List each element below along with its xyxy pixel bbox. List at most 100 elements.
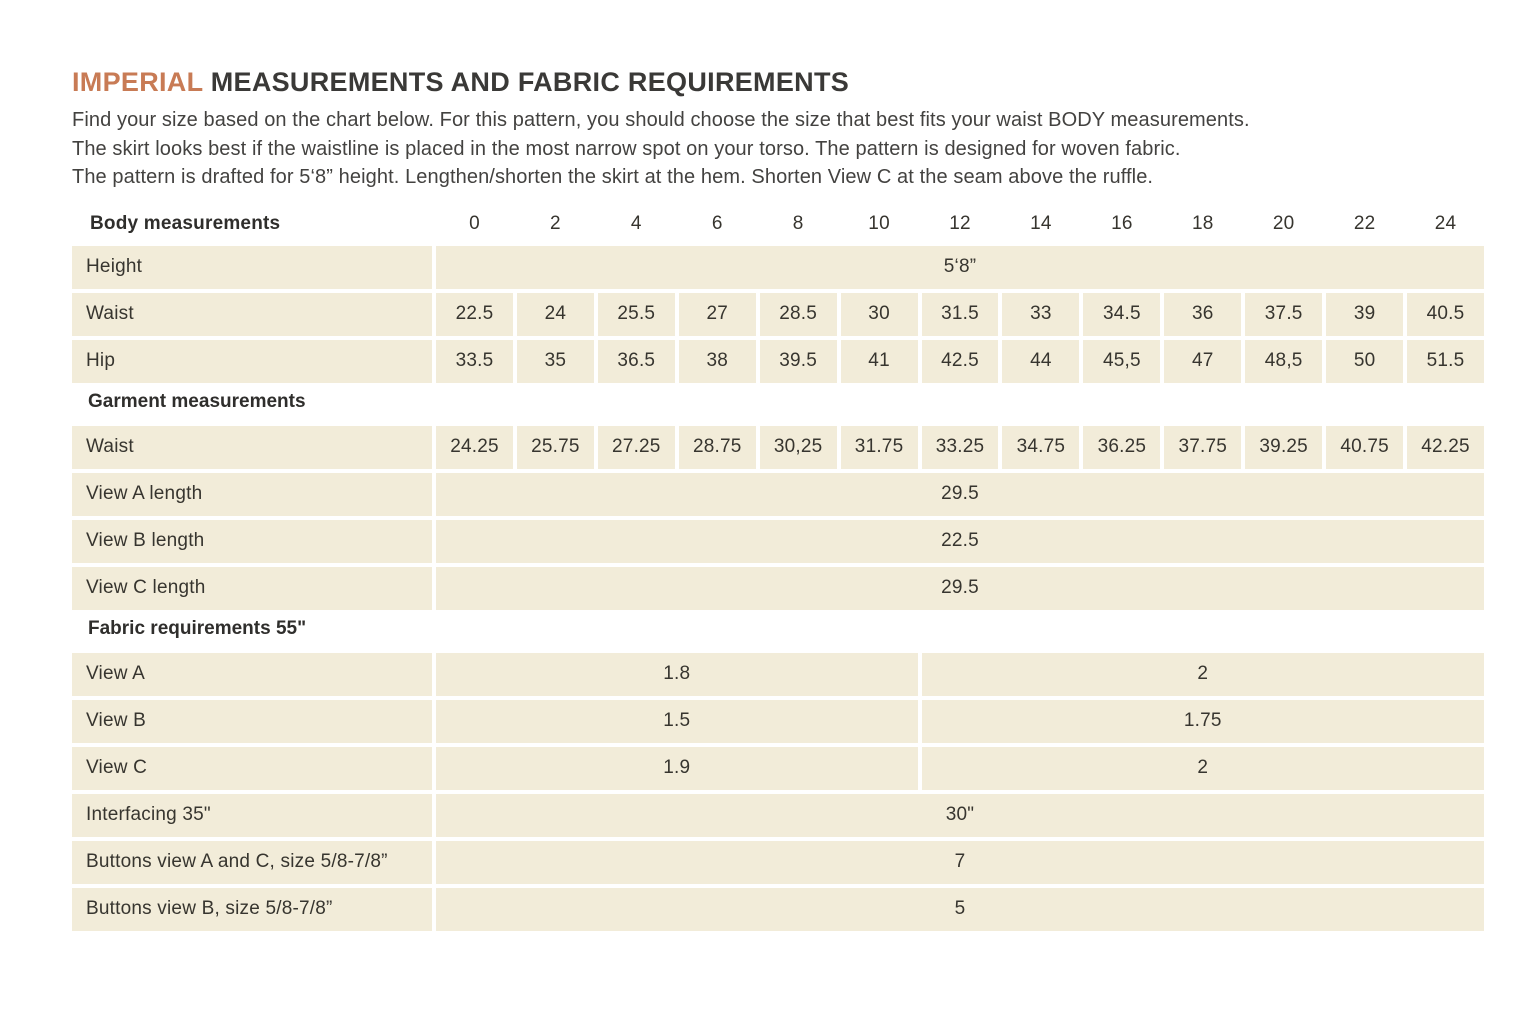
- row-label-cell: Hip: [72, 339, 432, 383]
- value-cell: 1.9: [436, 746, 918, 790]
- table-row: View B 1.5 1.75: [72, 699, 1484, 743]
- value-cell: 24: [516, 292, 594, 336]
- value-cell: 30,25: [759, 425, 837, 469]
- row-label-cell: View B: [72, 699, 432, 743]
- size-header-cell: 0: [469, 212, 480, 234]
- value-cell: 48,5: [1245, 339, 1323, 383]
- value-cell: 29.5: [436, 472, 1484, 516]
- row-label-cell: View C length: [72, 566, 432, 610]
- row-label-cell: View A length: [72, 472, 432, 516]
- table-row: Waist 24.25 25.75 27.25 28.75 30,25 31.75 33.25…: [72, 425, 1484, 469]
- page-title-rest: MEASUREMENTS AND FABRIC REQUIREMENTS: [202, 67, 850, 97]
- value-cell: 37.75: [1164, 425, 1242, 469]
- value-cell: 51.5: [1407, 339, 1484, 383]
- intro-line: Find your size based on the chart below.…: [72, 109, 1250, 131]
- row-label-cell: Buttons view B, size 5/8-7/8”: [72, 887, 432, 931]
- section-header: Fabric requirements 55": [72, 613, 1484, 644]
- section-header: Garment measurements: [72, 386, 1484, 417]
- row-label-cell: Buttons view A and C, size 5/8-7/8”: [72, 840, 432, 884]
- page-title: IMPERIAL MEASUREMENTS AND FABRIC REQUIRE…: [72, 66, 1484, 98]
- row-label-cell: Interfacing 35": [72, 793, 432, 837]
- row-label-cell: Height: [72, 245, 432, 289]
- table-row: View C 1.9 2: [72, 746, 1484, 790]
- value-cell: 36.5: [597, 339, 675, 383]
- value-cell: 27.25: [597, 425, 675, 469]
- value-cell: 39.5: [759, 339, 837, 383]
- value-cell: 31.75: [840, 425, 918, 469]
- size-header-cell: 24: [1434, 212, 1457, 234]
- table-row: Height 5‘8”: [72, 245, 1484, 289]
- size-header-cell: 22: [1353, 212, 1376, 234]
- value-cell: 28.5: [759, 292, 837, 336]
- value-cell: 30: [840, 292, 918, 336]
- table-header-label: Body measurements: [90, 212, 281, 234]
- value-cell: 31.5: [921, 292, 999, 336]
- value-cell: 44: [1002, 339, 1080, 383]
- row-label-cell: Waist: [72, 425, 432, 469]
- value-cell: 42.25: [1407, 425, 1484, 469]
- table-row: View A 1.8 2: [72, 652, 1484, 696]
- table-row: View B length 22.5: [72, 519, 1484, 563]
- page-title-highlight: IMPERIAL: [72, 67, 203, 97]
- value-cell: 28.75: [678, 425, 756, 469]
- value-cell: 30": [436, 793, 1484, 837]
- value-cell: 1.75: [921, 699, 1484, 743]
- value-cell: 29.5: [436, 566, 1484, 610]
- value-cell: 34.5: [1083, 292, 1161, 336]
- intro-paragraph: Find your size based on the chart below.…: [72, 106, 1484, 192]
- value-cell: 42.5: [921, 339, 999, 383]
- value-cell: 1.8: [436, 652, 918, 696]
- value-cell: 25.5: [597, 292, 675, 336]
- row-label-cell: Waist: [72, 292, 432, 336]
- value-cell: 38: [678, 339, 756, 383]
- size-header-cell: 16: [1111, 212, 1133, 234]
- value-cell: 50: [1326, 339, 1404, 383]
- value-cell: 25.75: [516, 425, 594, 469]
- size-header-cell: 20: [1272, 212, 1295, 234]
- table-row: Interfacing 35" 30": [72, 793, 1484, 837]
- value-cell: 45,5: [1083, 339, 1161, 383]
- value-cell: 39.25: [1245, 425, 1323, 469]
- value-cell: 40.75: [1326, 425, 1404, 469]
- size-header-cell: 4: [630, 212, 642, 234]
- size-header-cell: 2: [549, 212, 561, 234]
- value-cell: 1.5: [436, 699, 918, 743]
- size-header-cell: 18: [1191, 212, 1214, 234]
- table-row: Buttons view B, size 5/8-7/8” 5: [72, 887, 1484, 931]
- value-cell: 7: [436, 840, 1484, 884]
- size-header-cell: 14: [1030, 212, 1052, 234]
- row-label-cell: View B length: [72, 519, 432, 563]
- value-cell: 35: [516, 339, 594, 383]
- value-cell: 22.5: [436, 519, 1484, 563]
- value-cell: 22.5: [436, 292, 513, 336]
- value-cell: 33.25: [921, 425, 999, 469]
- intro-line: The skirt looks best if the waistline is…: [72, 137, 1181, 160]
- size-header-cell: 12: [949, 212, 971, 234]
- table-row: Waist 22.5 24 25.5 27 28.5 30 31.5 33 34.5 36 37.5 3…: [72, 292, 1484, 336]
- value-cell: 40.5: [1407, 292, 1484, 336]
- value-cell: 41: [840, 339, 918, 383]
- size-header-cell: 10: [868, 212, 890, 234]
- value-cell: 5: [436, 887, 1484, 931]
- value-cell: 47: [1164, 339, 1242, 383]
- value-cell: 36.25: [1083, 425, 1161, 469]
- size-header-cell: 6: [711, 212, 723, 234]
- value-cell: 2: [921, 746, 1484, 790]
- row-label-cell: View C: [72, 746, 432, 790]
- value-cell: 5‘8”: [436, 245, 1484, 289]
- table-row: View C length 29.5: [72, 566, 1484, 610]
- value-cell: 33.5: [436, 339, 513, 383]
- table-row: Hip 33.5 35 36.5 38 39.5 41 42.5 44 45,5 47 48,5 50 5…: [72, 339, 1484, 383]
- intro-line: The pattern is drafted for 5‘8” height. …: [72, 166, 1154, 188]
- value-cell: 2: [921, 652, 1484, 696]
- table-row: View A length 29.5: [72, 472, 1484, 516]
- value-cell: 37.5: [1245, 292, 1323, 336]
- content-area: IMPERIAL MEASUREMENTS AND FABRIC REQUIRE…: [72, 66, 1484, 935]
- value-cell: 33: [1002, 292, 1080, 336]
- table-row: Buttons view A and C, size 5/8-7/8” 7: [72, 840, 1484, 884]
- row-label-cell: View A: [72, 652, 432, 696]
- value-cell: 24.25: [436, 425, 513, 469]
- value-cell: 34.75: [1002, 425, 1080, 469]
- size-table: Body measurements 0 2 4 6 8 10 12 14 16 18 20 22 24 He…: [72, 208, 1484, 931]
